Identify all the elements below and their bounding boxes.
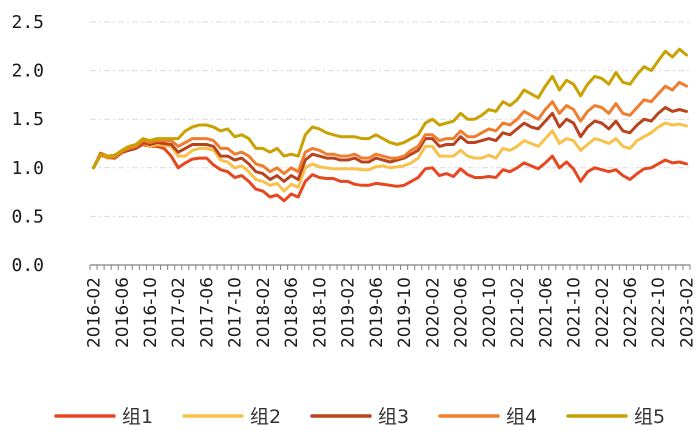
x-tick-label: 2018-10	[310, 277, 330, 348]
legend-label-2: 组2	[250, 406, 281, 428]
series-line-1	[92, 143, 688, 203]
x-tick-label: 2017-02	[169, 277, 189, 348]
series-line-2	[92, 121, 688, 193]
x-tick-label: 2022-06	[621, 277, 641, 348]
x-tick-label: 2016-10	[141, 277, 161, 348]
legend-label-4: 组4	[506, 406, 537, 428]
legend-label-1: 组1	[122, 406, 153, 428]
gridlines	[90, 21, 690, 217]
x-tick-label: 2018-02	[254, 277, 274, 348]
series-line-3	[92, 106, 688, 183]
x-tick-label: 2021-02	[508, 277, 528, 348]
x-tick-label: 2017-06	[197, 277, 217, 348]
y-tick-label: 0.0	[11, 255, 44, 276]
x-tick-label: 2018-06	[282, 277, 302, 348]
legend: 组1 组2 组3 组4 组5	[54, 406, 665, 428]
y-tick-label: 2.0	[11, 61, 44, 82]
x-tick-label: 2017-10	[226, 277, 246, 348]
x-tick-label: 2019-06	[367, 277, 387, 348]
series-lines	[92, 47, 688, 203]
x-tick-label: 2022-02	[593, 277, 613, 348]
y-tick-label: 1.5	[11, 109, 44, 130]
x-tick-label: 2019-02	[339, 277, 359, 348]
x-tick-label: 2016-02	[85, 277, 105, 348]
x-tick-label: 2020-02	[423, 277, 443, 348]
x-tick-label: 2016-06	[113, 277, 133, 348]
x-tick-label: 2021-10	[565, 277, 585, 348]
series-line-4	[92, 80, 688, 176]
y-tick-label: 0.5	[11, 206, 44, 227]
legend-label-5: 组5	[634, 406, 665, 428]
x-tick-label: 2023-02	[677, 277, 697, 348]
x-tick-label: 2019-10	[395, 277, 415, 348]
x-axis: 2016-02 2016-06 2016-10 2017-02 2017-06 2017-…	[85, 264, 697, 348]
y-tick-label: 1.0	[11, 158, 44, 179]
y-tick-label: 2.5	[11, 12, 44, 33]
series-line-5	[92, 47, 688, 170]
x-tick-label: 2022-10	[649, 277, 669, 348]
x-tick-label: 2021-06	[536, 277, 556, 348]
x-tick-label: 2020-10	[480, 277, 500, 348]
x-tick-label: 2020-06	[452, 277, 472, 348]
legend-label-3: 组3	[378, 406, 409, 428]
y-axis-tick-labels: 0.0 0.5 1.0 1.5 2.0 2.5	[11, 12, 44, 276]
